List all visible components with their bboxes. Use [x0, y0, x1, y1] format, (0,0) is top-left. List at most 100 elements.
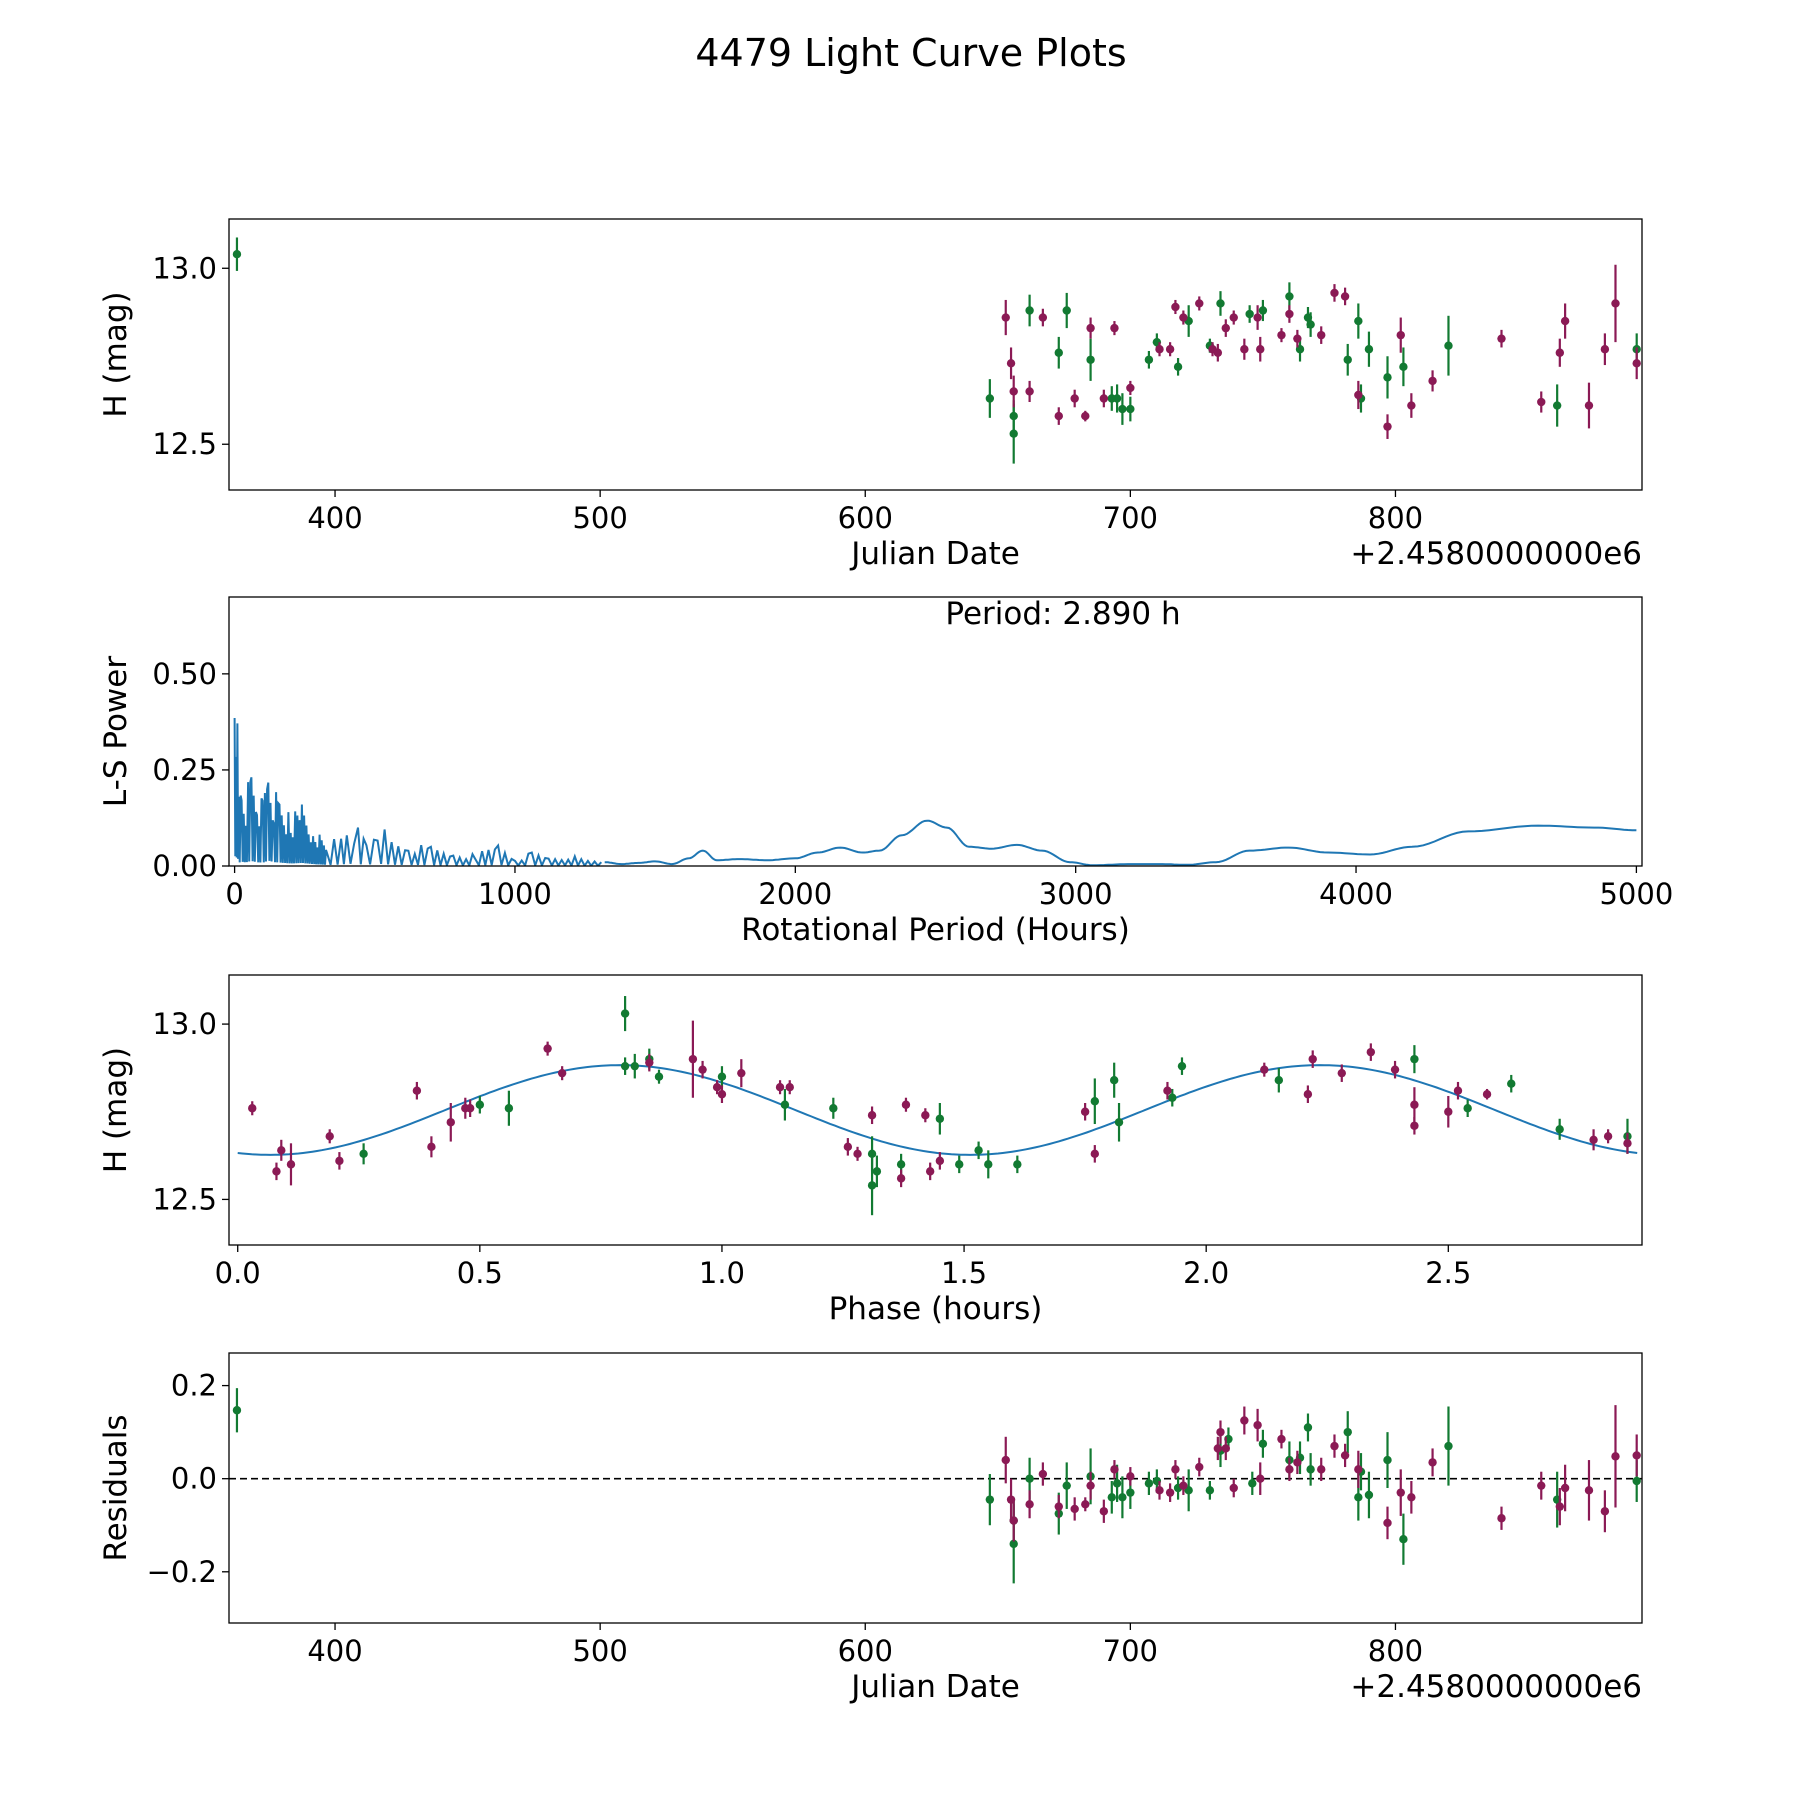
- data-point: [974, 1146, 983, 1155]
- x-tick-label: 0: [225, 877, 243, 911]
- y-tick-label: 13.0: [152, 251, 217, 285]
- data-point: [1354, 1493, 1363, 1502]
- data-point: [232, 1406, 242, 1415]
- data-point: [935, 1156, 945, 1166]
- data-point: [1383, 373, 1392, 382]
- data-point: [1025, 387, 1034, 396]
- data-point: [1340, 292, 1350, 301]
- data-point: [1177, 1061, 1187, 1071]
- data-point: [1340, 1451, 1350, 1460]
- data-point: [1001, 1455, 1010, 1465]
- data-point: [1383, 1518, 1392, 1528]
- data-point: [1165, 345, 1175, 354]
- data-point: [1253, 313, 1262, 322]
- x-axis-label: Julian Date: [849, 536, 1020, 572]
- data-point: [1396, 330, 1405, 340]
- data-point: [985, 394, 995, 403]
- data-point: [867, 1111, 877, 1120]
- data-point: [1025, 306, 1034, 315]
- data-point: [1001, 313, 1010, 322]
- data-point: [1038, 1469, 1048, 1479]
- data-point: [955, 1160, 964, 1169]
- data-point: [843, 1142, 853, 1152]
- data-point: [925, 1167, 935, 1176]
- data-point: [1112, 1479, 1122, 1488]
- data-point: [1410, 1100, 1419, 1109]
- x-tick-label: 4000: [1319, 877, 1393, 911]
- data-point: [1428, 376, 1437, 386]
- data-point: [1062, 306, 1071, 315]
- x-tick-label: 600: [838, 501, 893, 535]
- data-point: [1245, 309, 1254, 319]
- data-point: [1025, 1500, 1034, 1509]
- data-point: [1444, 1441, 1453, 1451]
- x-tick-label: 2.5: [1425, 1256, 1471, 1290]
- data-point: [688, 1054, 698, 1064]
- data-point: [1258, 1439, 1268, 1448]
- data-point: [645, 1058, 654, 1067]
- data-point: [1306, 320, 1315, 329]
- data-point: [1107, 1493, 1116, 1502]
- data-point: [1240, 345, 1249, 354]
- data-point: [1410, 1054, 1419, 1064]
- data-point: [620, 1009, 630, 1018]
- data-point: [984, 1160, 993, 1169]
- data-point: [1144, 355, 1154, 364]
- data-point: [1086, 355, 1095, 364]
- data-point: [901, 1100, 911, 1109]
- data-point: [1306, 1465, 1315, 1474]
- data-point: [1086, 323, 1095, 333]
- data-point: [1303, 1423, 1313, 1432]
- data-point: [1560, 316, 1570, 326]
- data-point: [1163, 1086, 1172, 1095]
- data-point: [1155, 1486, 1164, 1495]
- x-tick-label: 0.5: [457, 1256, 503, 1290]
- lightcurve-axes-frame: [228, 218, 1643, 491]
- y-axis-label: Residuals: [98, 1414, 134, 1561]
- x-tick-label: 700: [1103, 1634, 1158, 1668]
- data-point: [853, 1149, 862, 1159]
- data-point: [1165, 1488, 1175, 1497]
- x-axis-label: Julian Date: [849, 1669, 1020, 1705]
- data-point: [780, 1100, 790, 1109]
- data-point: [1253, 1420, 1262, 1430]
- data-point: [1277, 1434, 1286, 1444]
- data-point: [1274, 1075, 1284, 1085]
- y-tick-label: 12.5: [152, 427, 217, 461]
- data-point: [1407, 1493, 1416, 1502]
- lightcurve-series-r_band: [1001, 264, 1641, 439]
- data-point: [1258, 306, 1268, 315]
- data-point: [359, 1149, 368, 1159]
- data-point: [1343, 355, 1352, 364]
- data-point: [896, 1160, 906, 1169]
- y-tick-label: 0.2: [171, 1369, 217, 1403]
- data-point: [1221, 1444, 1230, 1453]
- data-point: [935, 1114, 945, 1123]
- x-tick-label: 800: [1368, 1634, 1423, 1668]
- model-curve: [237, 1064, 1638, 1156]
- data-point: [1383, 1455, 1392, 1465]
- y-axis-label: H (mag): [98, 291, 134, 417]
- data-point: [1195, 1462, 1204, 1472]
- data-point: [1009, 1516, 1018, 1525]
- y-tick-label: 0.25: [152, 753, 217, 787]
- data-point: [1054, 1502, 1063, 1511]
- data-point: [1081, 1500, 1090, 1509]
- data-point: [1080, 1107, 1090, 1116]
- x-tick-label: 2000: [758, 877, 832, 911]
- residuals-axes-frame: [228, 1352, 1643, 1624]
- phased-panel: 0.0 0.5 1.0 1.5 2.0 2.5 12.5 13.0 Phase (hours) H…: [98, 974, 1643, 1327]
- data-point: [1308, 1054, 1317, 1064]
- data-point: [1099, 1507, 1109, 1516]
- x-tick-label: 400: [307, 1634, 362, 1668]
- x-tick-label: 2.0: [1183, 1256, 1229, 1290]
- data-point: [1497, 334, 1506, 343]
- periodogram-axes-frame: [228, 596, 1643, 867]
- data-point: [775, 1083, 785, 1092]
- data-point: [1285, 292, 1294, 301]
- data-point: [1390, 1065, 1400, 1074]
- data-point: [1584, 1486, 1594, 1495]
- periodogram-panel: 0 1000 2000 3000 4000 5000 0.00 0.25 0.50 Rotatio…: [98, 596, 1673, 948]
- x-offset-text: +2.4580000000e6: [1350, 1669, 1642, 1705]
